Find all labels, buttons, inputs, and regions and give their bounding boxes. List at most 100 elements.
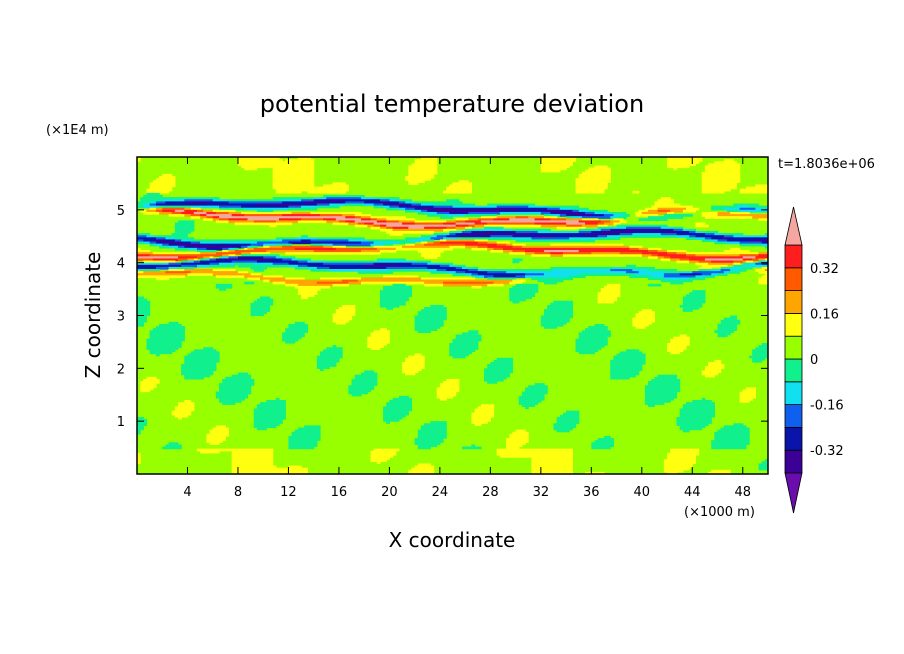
contour-cell <box>241 254 280 257</box>
contour-cell <box>654 203 681 207</box>
contour-cell <box>433 241 441 245</box>
contour-cell <box>414 207 422 211</box>
contour-cell <box>512 228 551 232</box>
contour-cell <box>439 241 479 245</box>
contour-cell <box>307 190 346 194</box>
contour-cell <box>518 397 545 401</box>
contour-cell <box>137 416 144 420</box>
contour-cell <box>231 469 308 473</box>
contour-cell <box>685 254 697 257</box>
contour-cell <box>231 454 274 458</box>
contour-cell <box>184 245 195 249</box>
contour-cell <box>667 454 697 458</box>
contour-cell <box>405 176 435 179</box>
contour-cell <box>335 311 356 314</box>
contour-cell <box>436 269 447 272</box>
contour-cell <box>219 205 242 209</box>
contour-cell <box>370 454 394 458</box>
contour-cell <box>304 201 327 205</box>
contour-cell <box>701 230 719 234</box>
contour-cell <box>181 370 214 374</box>
contour-cell <box>572 209 580 213</box>
contour-cell <box>559 214 567 217</box>
contour-cell <box>723 425 747 429</box>
contour-cell <box>531 459 573 462</box>
contour-cell <box>468 266 479 270</box>
contour-cell <box>676 416 712 420</box>
contour-cell <box>405 372 416 376</box>
contour-cell <box>597 300 615 304</box>
contour-cell <box>209 429 230 433</box>
contour-cell <box>635 326 646 329</box>
contour-cell <box>319 353 343 357</box>
contour-cell <box>730 271 741 274</box>
contour-cell <box>348 389 372 393</box>
contour-cell <box>739 393 756 397</box>
contour-cell <box>379 304 400 308</box>
contour-cell <box>414 321 444 325</box>
contour-cell <box>288 323 308 327</box>
contour-cell <box>597 222 605 226</box>
contour-cell <box>499 211 542 215</box>
contour-cell <box>682 302 703 306</box>
contour-cell <box>184 207 192 211</box>
contour-cell <box>237 256 264 260</box>
contour-cell <box>140 381 160 384</box>
contour-cell <box>256 427 267 431</box>
contour-cell <box>543 214 551 217</box>
contour-cell <box>272 281 286 285</box>
contour-cell <box>285 281 318 285</box>
contour-cell <box>234 249 267 253</box>
contour-cell <box>679 414 715 418</box>
contour-cell <box>209 264 236 268</box>
contour-cell <box>165 239 176 243</box>
contour-cell <box>575 214 592 217</box>
contour-cell <box>219 262 236 266</box>
contour-cell <box>370 459 387 462</box>
contour-cell <box>704 275 715 279</box>
contour-cell <box>361 277 422 281</box>
contour-cell <box>209 258 217 262</box>
contour-cell <box>512 260 520 264</box>
contour-cell <box>685 207 700 211</box>
contour-cell <box>143 378 160 382</box>
contour-cell <box>253 408 286 412</box>
contour-cell <box>209 262 220 266</box>
contour-cell <box>275 256 283 260</box>
contour-cell <box>439 264 450 268</box>
contour-cell <box>543 273 580 276</box>
contour-cell <box>449 345 479 348</box>
contour-cell <box>386 230 435 234</box>
contour-cell <box>357 271 394 274</box>
contour-cell <box>717 334 728 338</box>
contour-cell <box>446 269 469 272</box>
contour-cell <box>474 410 495 414</box>
contour-cell <box>348 281 362 285</box>
contour-cell <box>137 457 141 460</box>
contour-cell <box>644 400 671 403</box>
contour-cell <box>241 211 293 215</box>
contour-cell <box>641 211 668 215</box>
contour-cell <box>525 252 536 255</box>
contour-cell <box>550 214 561 217</box>
contour-cell <box>149 332 185 336</box>
contour-cell <box>316 359 340 363</box>
contour-cell <box>389 205 400 209</box>
contour-cell <box>471 230 485 234</box>
contour-cell <box>313 249 362 253</box>
contour-cell <box>297 292 318 295</box>
contour-cell <box>383 203 394 207</box>
contour-cell <box>496 452 573 456</box>
contour-cell <box>379 300 406 304</box>
contour-cell <box>332 182 346 186</box>
contour-cell <box>752 216 768 219</box>
contour-cell <box>761 260 768 264</box>
contour-cell <box>332 222 349 226</box>
contour-cell <box>474 224 485 228</box>
contour-cell <box>196 448 274 452</box>
contour-cell <box>455 224 469 228</box>
contour-cell <box>335 309 356 312</box>
contour-cell <box>178 243 201 247</box>
contour-cell <box>717 323 738 327</box>
contour-cell <box>168 262 182 266</box>
